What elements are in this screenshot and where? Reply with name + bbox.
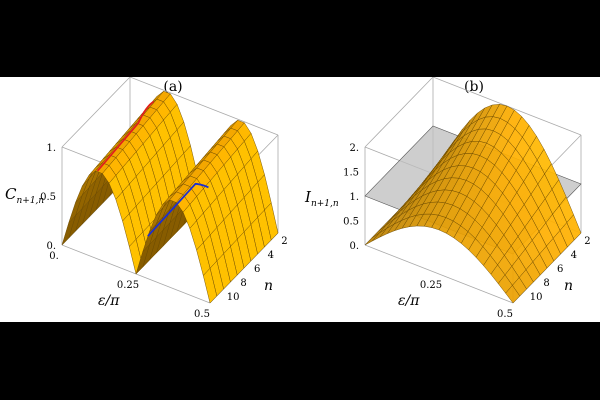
y-tick-label-b: 6 [557, 264, 563, 275]
panel-label-a: (a) [163, 79, 182, 95]
x-tick-label-a: 0. [49, 251, 59, 262]
z-axis-label-a: Cn+1,n [5, 185, 44, 206]
z-axis-label-b: In+1,n [304, 188, 339, 209]
z-tick-label-b: 1. [349, 192, 359, 203]
x-tick-label-a: 0.5 [194, 309, 210, 320]
box-a-edge [61, 77, 131, 148]
highlight-lines-a [96, 100, 209, 237]
y-tick-label-a: 8 [240, 278, 246, 289]
x-tick-label-a: 0.25 [117, 280, 139, 291]
z-tick-label-a: 1. [46, 143, 56, 154]
box-b-edge [364, 244, 514, 304]
x-axis-label-b: ε/π [398, 293, 420, 309]
y-axis-label-b: n [564, 278, 573, 294]
y-tick-label-b: 8 [543, 278, 549, 289]
y-axis-label-a: n [264, 278, 273, 294]
y-tick-label-a: 10 [227, 292, 240, 303]
z-tick-label-a: 0. [46, 241, 56, 252]
y-tick-label-b: 2 [584, 236, 590, 247]
z-tick-label-b: 1.5 [343, 168, 359, 179]
z-tick-label-b: 2. [349, 143, 359, 154]
y-tick-label-a: 2 [281, 236, 287, 247]
y-tick-label-b: 4 [571, 250, 577, 261]
box-a-edge [129, 77, 279, 136]
surface-patch [203, 267, 218, 304]
box-b-edge [364, 77, 434, 148]
z-tick-label-b: 0. [349, 241, 359, 252]
surface-patch [364, 232, 380, 246]
y-tick-label-a: 4 [268, 250, 274, 261]
surface-a [61, 90, 279, 304]
z-tick-label-b: 0.5 [343, 217, 359, 228]
z-tick-label-a: 0.5 [40, 192, 56, 203]
y-tick-label-a: 6 [254, 264, 260, 275]
y-tick-label-b: 10 [530, 292, 543, 303]
surface-patch [505, 284, 521, 304]
figure-panel: (a) 0. 0.25 0.5 2 4 6 8 10 0. 0.5 1. Cn+1,n ε/π n … [0, 77, 600, 322]
blue-curve [147, 182, 209, 237]
x-tick-label-b: 0.5 [497, 309, 513, 320]
red-curve [96, 100, 155, 172]
x-axis-label-a: ε/π [98, 293, 120, 309]
x-tick-label-b: 0.25 [420, 280, 442, 291]
surface-b [364, 104, 582, 304]
panel-label-b: (b) [464, 79, 484, 95]
